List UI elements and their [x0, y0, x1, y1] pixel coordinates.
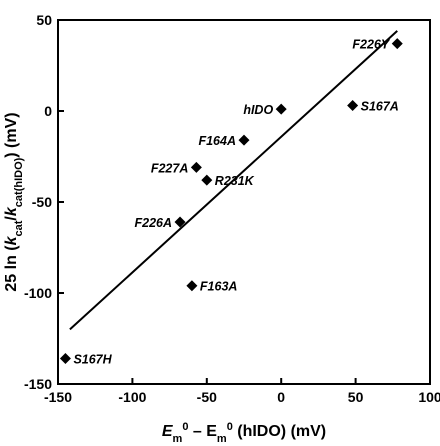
data-point-label: F227A	[151, 161, 189, 175]
data-point-label: F163A	[200, 280, 238, 294]
data-point-marker	[174, 216, 186, 228]
data-point-marker	[275, 103, 287, 115]
data-point-marker	[186, 280, 198, 292]
fit-line	[69, 30, 398, 331]
x-tick-label: -100	[118, 389, 146, 405]
y-tick-label: -100	[24, 285, 52, 301]
data-point-marker	[347, 100, 359, 112]
x-tick-label: 0	[277, 389, 285, 405]
data-point-label: hIDO	[243, 103, 273, 117]
y-axis-title: 25 ln (kcat/kcat(hIDO)) (mV)	[3, 112, 25, 291]
data-point-label: F164A	[198, 134, 236, 148]
data-points: F226Y hIDO S167A F164A F227A R231K F226A F163A S…	[59, 38, 403, 367]
x-tick-label: -150	[44, 389, 72, 405]
y-tick-label: 50	[36, 12, 52, 28]
x-axis-ticks: -150 -100 -50 0 50 100	[44, 378, 440, 405]
data-point-label: S167A	[361, 100, 399, 114]
data-point-marker	[238, 134, 250, 146]
data-point-label: S167H	[73, 353, 112, 367]
x-tick-label: 50	[348, 389, 364, 405]
data-point-marker	[59, 353, 71, 365]
y-tick-label: 0	[44, 103, 52, 119]
plot-frame	[57, 19, 431, 385]
x-tick-label: 100	[418, 389, 440, 405]
x-tick-label: -50	[197, 389, 217, 405]
data-point-label: F226Y	[352, 38, 390, 52]
data-point-marker	[201, 174, 213, 186]
data-point-label: R231K	[215, 174, 255, 188]
y-tick-label: -50	[32, 194, 52, 210]
y-tick-label: -150	[24, 376, 52, 392]
data-point-marker	[391, 38, 403, 50]
data-point-marker	[190, 161, 202, 173]
data-point-label: F226A	[134, 216, 172, 230]
y-axis-ticks: -150 -100 -50 0 50	[24, 12, 64, 392]
x-axis-title: Em0 – Em0 (hIDO) (mV)	[162, 421, 326, 445]
